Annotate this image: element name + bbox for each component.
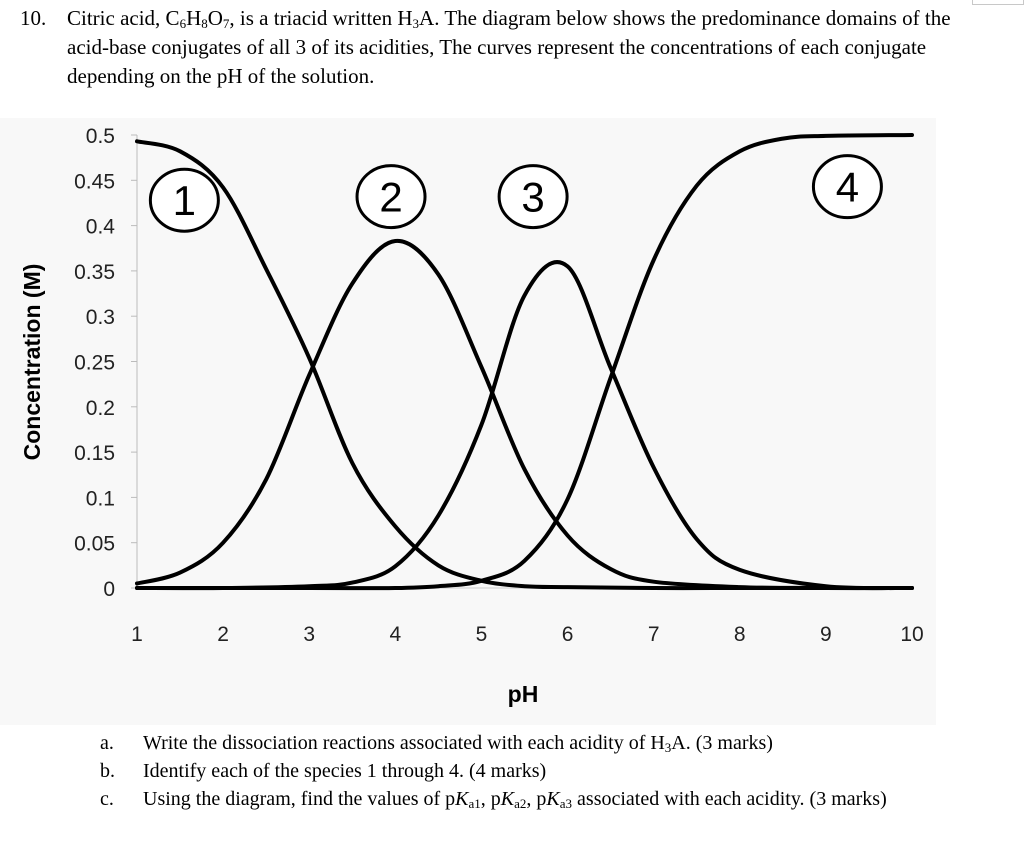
species-4-label: 4: [836, 164, 859, 211]
x-tick-label: 7: [648, 623, 660, 646]
x-tick-label: 5: [476, 623, 488, 646]
series-4-line: [135, 133, 914, 591]
subscript: a1: [468, 796, 481, 811]
concentration-ph-chart: 0 0.05 0.1 0.15 0.2 0.25 0.3 0.35 0.4 0.45 0.5 1 2 3 4…: [19, 125, 924, 707]
italic-symbol: K: [546, 788, 560, 810]
part-a: a. Write the dissociation reactions asso…: [100, 729, 1000, 757]
x-tick-label: 1: [131, 623, 143, 646]
y-tick-label: 0.15: [74, 442, 115, 465]
y-tick-label: 0.45: [74, 170, 115, 193]
question-number: 10.: [20, 6, 47, 30]
x-axis-title: pH: [508, 681, 539, 707]
series: [135, 133, 914, 591]
species-3-label: 3: [521, 174, 544, 221]
question-block: 10. Citric acid, C6H8O7, is a triacid wr…: [20, 4, 980, 91]
y-tick-label: 0.25: [74, 352, 115, 375]
series-2-line: [135, 238, 914, 591]
part-b: b. Identify each of the species 1 throug…: [100, 757, 1000, 785]
part-letter: b.: [100, 760, 115, 782]
x-tick-label: 9: [820, 623, 832, 646]
part-letter: c.: [100, 788, 114, 810]
y-tick-label: 0.1: [86, 487, 115, 510]
italic-symbol: K: [455, 788, 469, 810]
x-tick-label: 8: [734, 623, 746, 646]
species-1-label: 1: [173, 177, 196, 224]
subscript: 3: [412, 16, 420, 31]
species-1-circle: [148, 167, 220, 233]
y-tick-label: 0.35: [74, 261, 115, 284]
subscript: 7: [222, 16, 230, 31]
y-tick-label: 0.5: [86, 125, 115, 148]
subscript: a2: [514, 796, 527, 811]
species-3-circle: [497, 164, 569, 230]
species-2-circle: [355, 164, 427, 230]
ticks: 0 0.05 0.1 0.15 0.2 0.25 0.3 0.35 0.4 0.45 0.5 1 2 3 4…: [74, 125, 924, 646]
part-text: Using the diagram, find the values of pK…: [143, 788, 887, 811]
question-parts: a. Write the dissociation reactions asso…: [100, 729, 1000, 813]
part-text: Identify each of the species 1 through 4…: [143, 760, 547, 782]
species-4-circle: [811, 154, 883, 220]
x-tick-label: 6: [562, 623, 574, 646]
x-tick-label: 3: [303, 623, 315, 646]
subscript: a3: [559, 796, 573, 811]
part-text: Write the dissociation reactions associa…: [143, 732, 773, 755]
x-tick-label: 2: [217, 623, 229, 646]
italic-symbol: K: [500, 788, 515, 810]
y-tick-label: 0.3: [86, 306, 115, 329]
subscript: 6: [179, 16, 187, 31]
species-2-label: 2: [379, 174, 402, 221]
y-tick-label: 0.4: [86, 216, 116, 239]
annotations: 1 2 3 4: [148, 154, 883, 233]
series-3-line: [135, 260, 914, 591]
y-tick-label: 0: [103, 578, 115, 601]
subscript: 3: [664, 740, 672, 755]
x-tick-label: 10: [900, 623, 923, 646]
y-axis-title: Concentration (M): [19, 264, 45, 461]
question-text: Citric acid, C6H8O7, is a triacid writte…: [67, 6, 951, 88]
y-tick-label: 0.05: [74, 533, 115, 556]
x-tick-label: 4: [389, 623, 401, 646]
part-c: c. Using the diagram, find the values of…: [100, 785, 1000, 813]
part-letter: a.: [100, 732, 114, 754]
subscript: 8: [201, 16, 208, 31]
y-tick-label: 0.2: [86, 397, 115, 420]
